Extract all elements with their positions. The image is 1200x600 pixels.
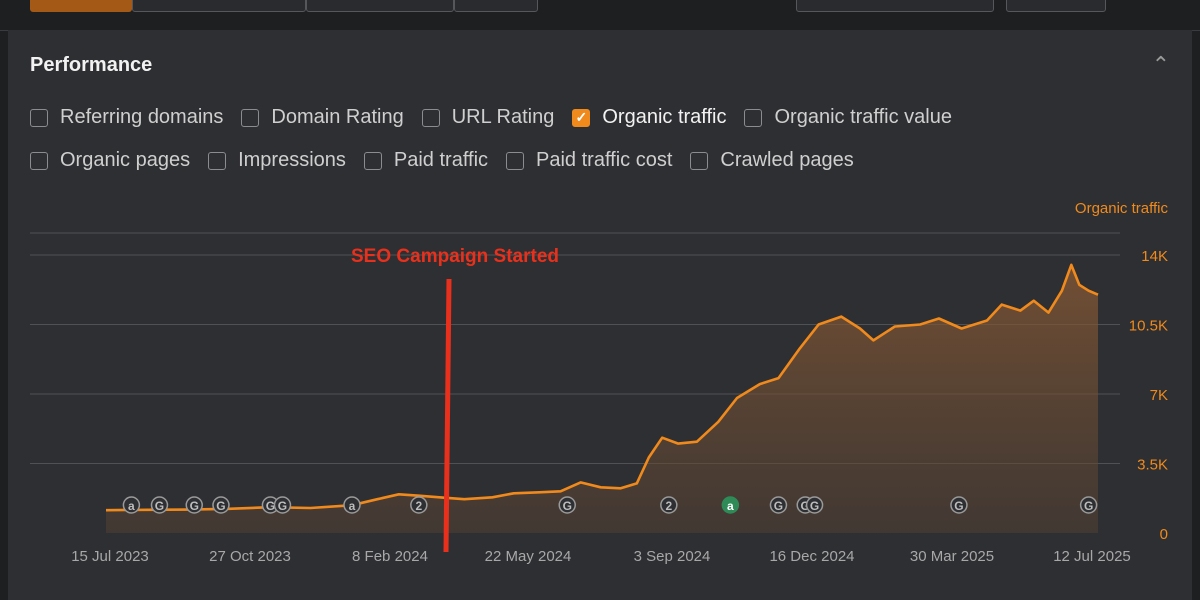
y-tick-label: 7K bbox=[1150, 387, 1168, 404]
metric-label: Referring domains bbox=[60, 106, 224, 128]
metric-checkbox-impressions[interactable]: Impressions bbox=[208, 149, 346, 172]
metric-label: Paid traffic cost bbox=[536, 149, 673, 171]
event-marker-label: 2 bbox=[665, 499, 672, 513]
metric-label: URL Rating bbox=[451, 106, 555, 128]
metric-checkbox-domain-rating[interactable]: Domain Rating bbox=[241, 106, 404, 129]
event-marker-icon bbox=[410, 496, 428, 514]
checkbox-box[interactable] bbox=[506, 151, 525, 170]
metric-label: Organic pages bbox=[60, 149, 191, 171]
event-marker-icon bbox=[150, 496, 169, 514]
event-marker-icon bbox=[212, 496, 230, 514]
x-tick-label: 16 Dec 2024 bbox=[769, 548, 854, 565]
checkbox-box[interactable] bbox=[744, 108, 763, 127]
event-marker-icon bbox=[122, 496, 141, 514]
y-tick-label: 3.5K bbox=[1137, 457, 1168, 474]
checkmark-icon[interactable]: ✓ bbox=[572, 108, 591, 127]
metric-checkbox-organic-pages[interactable]: Organic pages bbox=[30, 149, 190, 172]
top-toolbar bbox=[0, 0, 1200, 31]
metric-checkbox-organic-traffic[interactable]: ✓ Organic traffic bbox=[572, 106, 726, 129]
metric-checkbox-referring-domains[interactable]: Referring domains bbox=[30, 106, 223, 129]
event-marker-icon bbox=[660, 496, 678, 514]
metric-label: Impressions bbox=[238, 149, 346, 171]
event-marker-icon bbox=[1079, 496, 1098, 514]
organic-traffic-line bbox=[105, 263, 1099, 512]
annotation-label: SEO Campaign Started bbox=[351, 246, 559, 267]
x-tick-label: 30 Mar 2025 bbox=[910, 548, 994, 565]
mode-tab[interactable] bbox=[132, 0, 306, 12]
metric-label: Paid traffic bbox=[393, 149, 489, 171]
event-marker-label: G bbox=[278, 499, 287, 513]
event-marker-icon bbox=[721, 496, 740, 514]
mode-tab-active[interactable] bbox=[30, 0, 132, 12]
event-marker-icon bbox=[769, 496, 788, 514]
metric-checkbox-organic-traffic-value[interactable]: Organic traffic value bbox=[744, 106, 952, 129]
event-marker-icon bbox=[805, 496, 824, 514]
event-marker-icon bbox=[796, 496, 814, 514]
checkbox-box[interactable] bbox=[363, 151, 382, 170]
event-marker-label: 2 bbox=[415, 499, 422, 513]
metric-label: Organic traffic bbox=[602, 106, 727, 128]
y-tick-label: 14K bbox=[1141, 248, 1168, 265]
event-marker-label: G bbox=[563, 499, 572, 513]
event-marker-label: G bbox=[954, 499, 963, 513]
event-marker-label: G bbox=[155, 499, 164, 513]
event-marker-label: G bbox=[266, 499, 275, 513]
event-marker-label: G bbox=[190, 499, 199, 513]
x-tick-label: 22 May 2024 bbox=[485, 548, 572, 565]
metric-checkbox-url-rating[interactable]: URL Rating bbox=[421, 106, 555, 129]
x-tick-label: 8 Feb 2024 bbox=[352, 548, 428, 565]
x-tick-label: 15 Jul 2023 bbox=[71, 548, 149, 565]
y-tick-label: 10.5K bbox=[1129, 318, 1168, 335]
date-range-select[interactable] bbox=[796, 0, 994, 12]
event-marker-label: a bbox=[128, 499, 135, 513]
interval-select[interactable] bbox=[1006, 0, 1106, 12]
organic-traffic-area bbox=[106, 264, 1098, 533]
checkbox-box[interactable] bbox=[421, 108, 440, 127]
x-tick-label: 3 Sep 2024 bbox=[634, 548, 711, 565]
checkbox-box[interactable] bbox=[208, 151, 227, 170]
metric-checkbox-row: Referring domains Domain Rating URL Rating… bbox=[30, 106, 970, 129]
checkbox-box[interactable] bbox=[690, 151, 709, 170]
performance-panel: Performance ⌃ Referring domains Domain Ra… bbox=[8, 30, 1192, 600]
event-marker-label: G bbox=[801, 499, 810, 513]
metric-checkbox-paid-traffic-cost[interactable]: Paid traffic cost bbox=[506, 149, 672, 172]
metric-checkbox-row: Organic pages Impressions Paid traffic Paid… bbox=[30, 149, 872, 172]
x-tick-label: 27 Oct 2023 bbox=[209, 548, 291, 565]
event-marker-label: G bbox=[810, 499, 819, 513]
metric-checkbox-crawled-pages[interactable]: Crawled pages bbox=[690, 149, 854, 172]
mode-tab[interactable] bbox=[454, 0, 538, 12]
checkbox-box[interactable] bbox=[30, 151, 48, 170]
event-marker-icon bbox=[950, 496, 968, 514]
event-marker-icon bbox=[343, 496, 361, 514]
chevron-up-icon[interactable]: ⌃ bbox=[1151, 52, 1170, 77]
event-marker-label: a bbox=[349, 499, 356, 513]
annotation-line bbox=[443, 278, 452, 553]
metric-checkbox-paid-traffic[interactable]: Paid traffic bbox=[363, 149, 489, 172]
event-marker-icon bbox=[185, 496, 203, 514]
checkbox-box[interactable] bbox=[241, 108, 260, 127]
event-marker-label: G bbox=[1084, 499, 1093, 513]
event-marker-icon bbox=[558, 496, 576, 514]
axis-title: Organic traffic bbox=[1075, 200, 1169, 217]
event-marker-label: G bbox=[774, 499, 783, 513]
mode-tab[interactable] bbox=[306, 0, 454, 12]
x-tick-label: 12 Jul 2025 bbox=[1053, 548, 1131, 565]
event-marker-icon bbox=[261, 496, 280, 514]
event-marker-label: G bbox=[216, 499, 225, 513]
event-marker-label: a bbox=[727, 499, 734, 513]
metric-label: Organic traffic value bbox=[774, 106, 952, 128]
metric-label: Crawled pages bbox=[720, 149, 854, 171]
y-tick-label: 0 bbox=[1160, 526, 1168, 543]
metric-label: Domain Rating bbox=[271, 106, 404, 128]
event-marker-icon bbox=[273, 496, 292, 514]
panel-title: Performance bbox=[30, 54, 153, 76]
checkbox-box[interactable] bbox=[30, 108, 48, 127]
